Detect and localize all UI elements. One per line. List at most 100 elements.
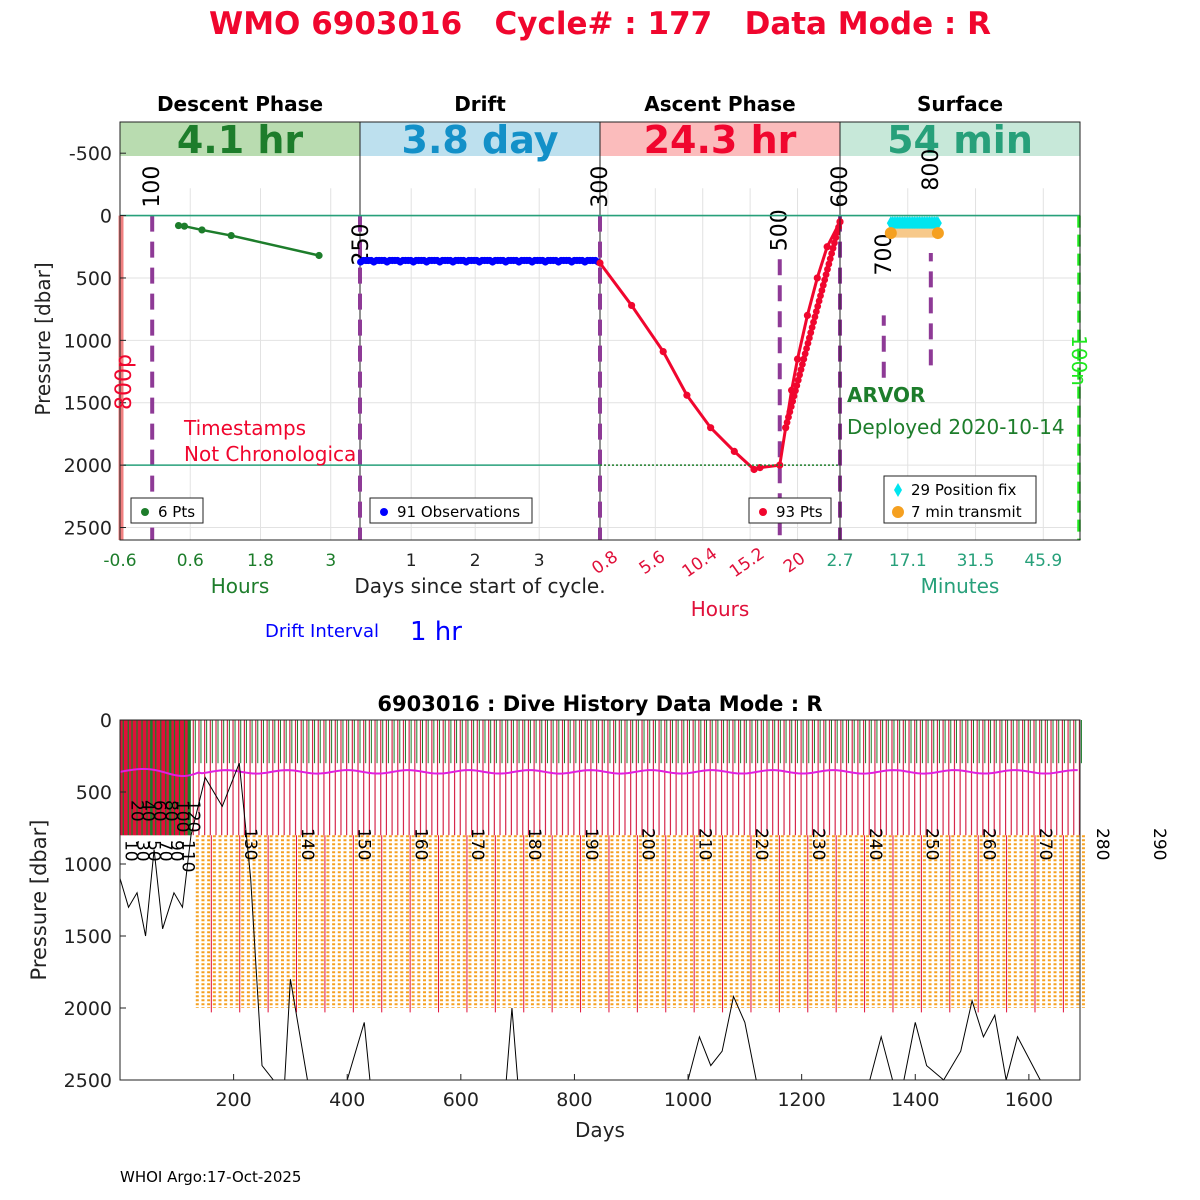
phase-duration: 3.8 day bbox=[402, 118, 559, 162]
cycle-label: 140 bbox=[297, 828, 317, 860]
profile-point bbox=[807, 329, 815, 337]
x-tick-label: 1200 bbox=[777, 1089, 825, 1111]
profile-point bbox=[828, 250, 836, 257]
x-tick-label: 0.6 bbox=[177, 551, 204, 571]
profile-point bbox=[822, 271, 830, 279]
profile-point bbox=[628, 301, 636, 310]
x-tick-label: 3 bbox=[534, 551, 545, 571]
phase-duration: 54 min bbox=[887, 118, 1033, 162]
phase-axis-label: Hours bbox=[691, 597, 750, 621]
cycle-label: 220 bbox=[751, 828, 771, 860]
y-tick-label: 1000 bbox=[64, 330, 112, 352]
y-tick-label: 0 bbox=[100, 206, 112, 228]
legend-marker bbox=[759, 508, 767, 516]
profile-point bbox=[801, 350, 809, 358]
deployment-date: Deployed 2020-10-14 bbox=[847, 415, 1065, 439]
phase-axis-label: Minutes bbox=[921, 574, 1000, 598]
cycle-label: 260 bbox=[978, 828, 998, 860]
cycle-label: 200 bbox=[638, 828, 658, 860]
park-pressure-trace bbox=[119, 767, 1078, 777]
x-tick-label: 2.7 bbox=[826, 551, 853, 571]
x-tick-label: 3 bbox=[325, 551, 336, 571]
profile-point bbox=[815, 297, 823, 305]
profile-point bbox=[817, 292, 824, 300]
phase-band bbox=[840, 122, 1080, 156]
profile-point bbox=[803, 345, 810, 352]
y-tick-label: 2500 bbox=[64, 1070, 112, 1092]
position-fix-point bbox=[933, 216, 942, 231]
x-tick-label: 20 bbox=[780, 549, 809, 578]
profile-point bbox=[596, 259, 604, 267]
x-tick-label: 400 bbox=[329, 1089, 365, 1111]
cycle-label: 270 bbox=[1035, 828, 1055, 860]
y-tick-label: 1500 bbox=[64, 926, 112, 948]
y-tick-label: -500 bbox=[69, 143, 112, 165]
x-tick-label: 5.6 bbox=[636, 547, 670, 579]
legend-label: 7 min transmit bbox=[911, 503, 1022, 521]
main-title: WMO 6903016 Cycle# : 177 Data Mode : R bbox=[209, 6, 991, 42]
profile-point bbox=[707, 424, 715, 432]
cycle-label: 60 bbox=[149, 800, 169, 822]
phase-band bbox=[600, 122, 840, 156]
cycle-label: 80 bbox=[160, 800, 180, 822]
cycle-label: 150 bbox=[354, 828, 374, 860]
x-tick-label: 800 bbox=[556, 1089, 592, 1111]
profile-point bbox=[787, 403, 795, 410]
legend-box: 6 Pts bbox=[130, 497, 204, 524]
profile-point bbox=[813, 274, 821, 282]
x-tick-label: 2 bbox=[470, 551, 481, 571]
legend-marker bbox=[894, 483, 902, 497]
legend-label: 29 Position fix bbox=[911, 481, 1016, 499]
profile-point bbox=[832, 234, 840, 242]
profile-point bbox=[797, 366, 805, 374]
y-tick-label: 1500 bbox=[64, 393, 112, 415]
y-axis-label: Pressure [dbar] bbox=[27, 820, 51, 981]
cycle-label: 230 bbox=[808, 828, 828, 860]
profile-point bbox=[812, 308, 820, 315]
cycle-label: 160 bbox=[410, 828, 430, 860]
cycle-marker-label: 300 bbox=[588, 166, 613, 208]
profile-point bbox=[790, 392, 798, 400]
profile-point bbox=[821, 276, 829, 284]
axes-frame bbox=[119, 121, 1081, 541]
y-tick-label: 1000 bbox=[64, 854, 112, 876]
profile-point bbox=[810, 318, 817, 326]
x-tick-label: 600 bbox=[443, 1089, 479, 1111]
profile-point bbox=[796, 371, 804, 379]
phase-duration: 24.3 hr bbox=[644, 118, 797, 162]
legend-box: 91 Observations bbox=[369, 497, 533, 524]
phase-title: Drift bbox=[454, 92, 506, 116]
cycle-label: 20 bbox=[126, 800, 146, 822]
warning-text-line2: Not Chronologica bbox=[184, 442, 356, 466]
x-tick-label: 1400 bbox=[891, 1089, 939, 1111]
phase-title: Descent Phase bbox=[157, 92, 323, 116]
profile-point bbox=[227, 231, 235, 240]
x-axis-label: Days bbox=[575, 1118, 625, 1142]
profile-point bbox=[315, 251, 323, 260]
profile-point bbox=[805, 334, 813, 342]
cycle-label: 280 bbox=[1092, 828, 1112, 860]
profile-line bbox=[598, 221, 842, 472]
profile-point bbox=[825, 260, 833, 268]
profile-point bbox=[793, 355, 802, 363]
legend-label: 91 Observations bbox=[397, 503, 520, 521]
x-tick-label: 17.1 bbox=[889, 551, 927, 571]
y-tick-label: 2500 bbox=[64, 518, 112, 540]
bathymetry-trace bbox=[119, 763, 1080, 1081]
cycle-label: 30 bbox=[132, 840, 152, 862]
profile-point bbox=[818, 287, 826, 294]
legend-box: 29 Position fix 7 min transmit bbox=[883, 475, 1037, 524]
profile-point bbox=[829, 244, 837, 252]
profile-point bbox=[789, 397, 797, 405]
profile-point bbox=[833, 228, 841, 236]
cycle-label: 90 bbox=[166, 840, 186, 862]
cycle-label: 110 bbox=[177, 840, 197, 872]
profile-point bbox=[792, 387, 799, 395]
left-cycle-marker-label: 800p bbox=[112, 354, 137, 410]
x-tick-label: -0.6 bbox=[103, 551, 136, 571]
cycle-label: 10 bbox=[121, 840, 141, 862]
cycle-label: 100 bbox=[172, 800, 192, 832]
x-tick-label: 45.9 bbox=[1024, 551, 1062, 571]
phase-axis-label: Hours bbox=[211, 574, 270, 598]
